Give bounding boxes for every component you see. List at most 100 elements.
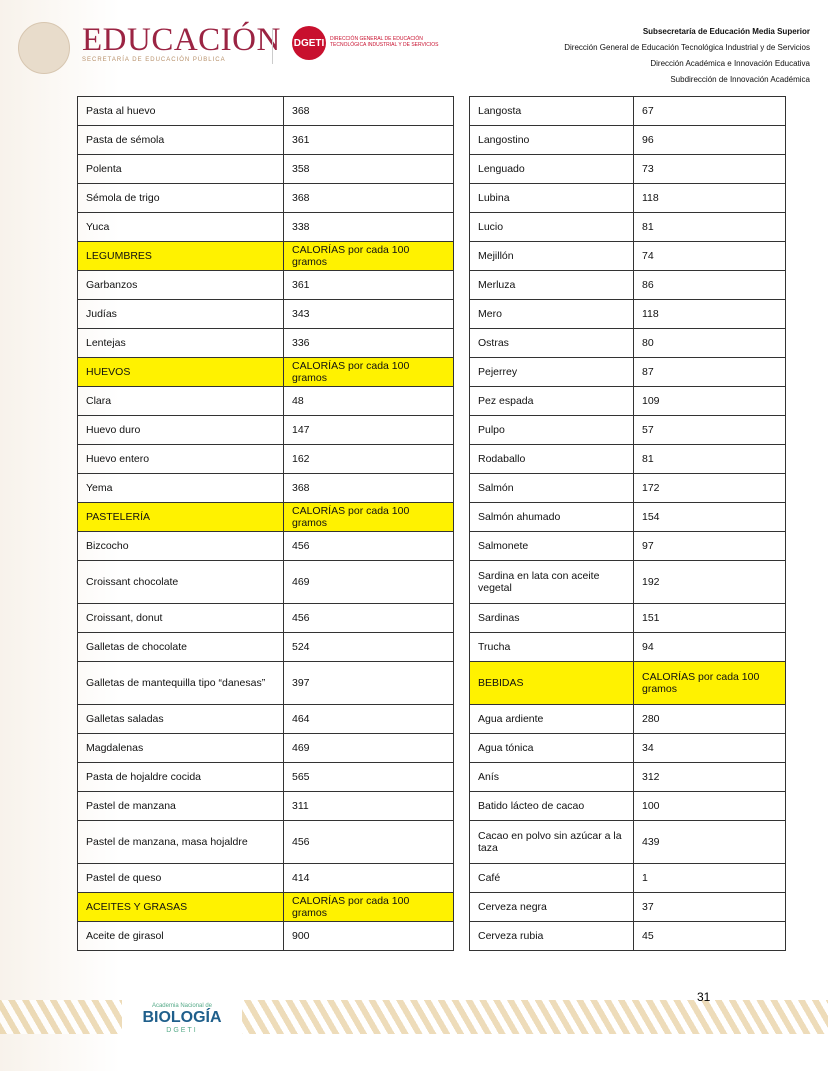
table-row: Galletas saladas 464 — [77, 704, 454, 734]
food-cell: Café — [469, 863, 634, 893]
food-cell: Cacao en polvo sin azúcar a la taza — [469, 820, 634, 864]
food-cell: Agua ardiente — [469, 704, 634, 734]
table-row: Rodaballo 81 — [469, 444, 786, 474]
table-row: Sardina en lata con aceite vegetal 192 — [469, 560, 786, 604]
calories-cell: 464 — [283, 704, 454, 734]
food-cell: Mejillón — [469, 241, 634, 271]
header-institution-lines: Subsecretaría de Educación Media Superio… — [564, 24, 810, 88]
table-row: Salmonete 97 — [469, 531, 786, 561]
calories-cell: CALORÍAS por cada 100 gramos — [283, 502, 454, 532]
table-row: Langosta 67 — [469, 96, 786, 126]
calories-cell: 312 — [633, 762, 786, 792]
food-cell: Langostino — [469, 125, 634, 155]
food-cell: Croissant, donut — [77, 603, 284, 633]
calories-cell: 109 — [633, 386, 786, 416]
logo-small-text: Academia Nacional de — [151, 1002, 213, 1009]
calories-cell: 469 — [283, 733, 454, 763]
table-row: Pastel de queso 414 — [77, 863, 454, 893]
header-line: Subsecretaría de Educación Media Superio… — [642, 27, 810, 36]
calories-cell: 80 — [633, 328, 786, 358]
food-cell: Pastel de queso — [77, 863, 284, 893]
food-cell: Cerveza rubia — [469, 921, 634, 951]
calories-cell: 97 — [633, 531, 786, 561]
page-header: EDUCACIÓN SECRETARÍA DE EDUCACIÓN PÚBLIC… — [0, 0, 828, 90]
food-cell: Pastel de manzana — [77, 791, 284, 821]
calories-cell: 368 — [283, 473, 454, 503]
food-cell: Galletas de chocolate — [77, 632, 284, 662]
calories-cell: 469 — [283, 560, 454, 604]
table-row: Garbanzos 361 — [77, 270, 454, 300]
table-row: Lenguado 73 — [469, 154, 786, 184]
table-row: BEBIDAS CALORÍAS por cada 100 gramos — [469, 661, 786, 705]
table-row: Pez espada 109 — [469, 386, 786, 416]
food-cell: Mero — [469, 299, 634, 329]
food-cell: Salmón ahumado — [469, 502, 634, 532]
food-cell: Pastel de manzana, masa hojaldre — [77, 820, 284, 864]
calories-cell: 397 — [283, 661, 454, 705]
table-row: Yema 368 — [77, 473, 454, 503]
calories-cell: 48 — [283, 386, 454, 416]
food-cell: Cerveza negra — [469, 892, 634, 922]
table-row: Cacao en polvo sin azúcar a la taza 439 — [469, 820, 786, 864]
calories-cell: 151 — [633, 603, 786, 633]
calories-cell: 172 — [633, 473, 786, 503]
calories-cell: CALORÍAS por cada 100 gramos — [633, 661, 786, 705]
food-cell: Croissant chocolate — [77, 560, 284, 604]
food-cell: Langosta — [469, 96, 634, 126]
food-cell: Pasta al huevo — [77, 96, 284, 126]
table-row: Huevo duro 147 — [77, 415, 454, 445]
table-row: Magdalenas 469 — [77, 733, 454, 763]
table-row: Cerveza rubia 45 — [469, 921, 786, 951]
table-row: ACEITES Y GRASAS CALORÍAS por cada 100 gr… — [77, 892, 454, 922]
table-row: Lucio 81 — [469, 212, 786, 242]
table-row: Aceite de girasol 900 — [77, 921, 454, 951]
calories-cell: 67 — [633, 96, 786, 126]
table-row: Salmón 172 — [469, 473, 786, 503]
mexico-seal-logo — [18, 22, 70, 74]
calories-cell: 439 — [633, 820, 786, 864]
food-cell: Pasta de sémola — [77, 125, 284, 155]
food-cell: Rodaballo — [469, 444, 634, 474]
table-row: Galletas de chocolate 524 — [77, 632, 454, 662]
food-cell: Trucha — [469, 632, 634, 662]
food-cell: Sémola de trigo — [77, 183, 284, 213]
calories-cell: 81 — [633, 444, 786, 474]
calories-cell: 414 — [283, 863, 454, 893]
header-line: Dirección General de Educación Tecnológi… — [564, 43, 810, 52]
calories-cell: 524 — [283, 632, 454, 662]
table-row: PASTELERÍA CALORÍAS por cada 100 gramos — [77, 502, 454, 532]
food-cell: Lentejas — [77, 328, 284, 358]
food-cell: Huevo entero — [77, 444, 284, 474]
page-number: 31 — [697, 990, 711, 1004]
table-row: Pasta de hojaldre cocida 565 — [77, 762, 454, 792]
food-cell: PASTELERÍA — [77, 502, 284, 532]
food-cell: Pulpo — [469, 415, 634, 445]
table-row: Pastel de manzana 311 — [77, 791, 454, 821]
table-row: Sardinas 151 — [469, 603, 786, 633]
calories-cell: 94 — [633, 632, 786, 662]
calories-cell: CALORÍAS por cada 100 gramos — [283, 241, 454, 271]
calories-cell: 456 — [283, 820, 454, 864]
table-row: Clara 48 — [77, 386, 454, 416]
food-cell: Lenguado — [469, 154, 634, 184]
calories-cell: 280 — [633, 704, 786, 734]
food-cell: Ostras — [469, 328, 634, 358]
calories-cell: 45 — [633, 921, 786, 951]
calories-cell: 96 — [633, 125, 786, 155]
food-cell: Pejerrey — [469, 357, 634, 387]
food-cell: Galletas saladas — [77, 704, 284, 734]
table-row: Agua tónica 34 — [469, 733, 786, 763]
calories-cell: 73 — [633, 154, 786, 184]
calories-cell: 338 — [283, 212, 454, 242]
calories-table-right: Langosta 67 Langostino 96 Lenguado 73 Lubina 11… — [469, 96, 786, 951]
table-row: Café 1 — [469, 863, 786, 893]
food-cell: Clara — [77, 386, 284, 416]
table-row: Polenta 358 — [77, 154, 454, 184]
food-cell: Lucio — [469, 212, 634, 242]
table-row: Pulpo 57 — [469, 415, 786, 445]
food-cell: Agua tónica — [469, 733, 634, 763]
food-cell: Huevo duro — [77, 415, 284, 445]
calories-cell: 368 — [283, 96, 454, 126]
table-row: Merluza 86 — [469, 270, 786, 300]
calories-cell: 162 — [283, 444, 454, 474]
